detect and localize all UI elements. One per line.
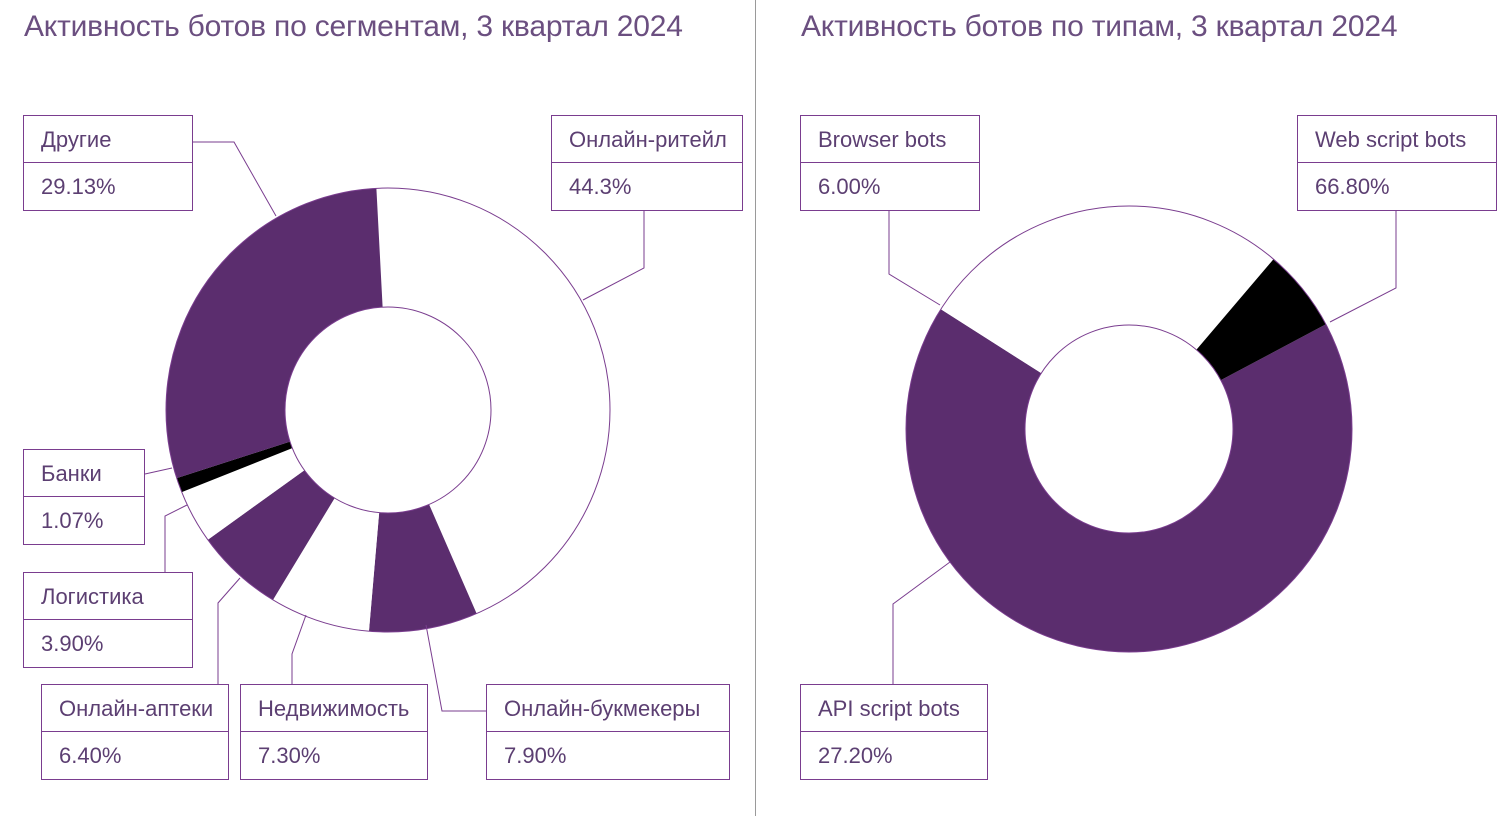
donut-inner-ring [284, 306, 492, 514]
leader-line [1329, 210, 1397, 323]
donut-slice [166, 188, 383, 479]
donut-outer-ring [165, 187, 611, 633]
slice-label-box: Логистика 3.90% [23, 572, 193, 668]
donut-slice [376, 188, 610, 614]
slice-value-label: 1.07% [41, 508, 104, 533]
leader-line [217, 577, 241, 684]
donut-outer-ring [905, 205, 1353, 653]
slice-name-label: Онлайн-аптеки [42, 685, 228, 732]
slice-value-label: 3.90% [41, 631, 104, 656]
slice-label-box: Онлайн-аптеки 6.40% [41, 684, 229, 780]
leader-line [144, 467, 173, 475]
slice-label-box: Онлайн-ритейл 44.3% [551, 115, 743, 211]
leader-line [164, 504, 188, 572]
leader-line [888, 210, 941, 306]
slice-name-label: Банки [24, 450, 144, 497]
slice-name-label: Browser bots [801, 116, 979, 163]
leader-line [193, 141, 277, 217]
slice-label-box: Банки 1.07% [23, 449, 145, 545]
slice-name-label: Недвижимость [241, 685, 427, 732]
donut-slice [272, 498, 380, 632]
slice-name-label: Другие [24, 116, 192, 163]
slice-value-label: 7.30% [258, 743, 321, 768]
slice-value-label: 44.3% [569, 174, 632, 199]
donut-slice [181, 448, 305, 540]
slice-label-box: Другие 29.13% [23, 115, 193, 211]
slice-label-box: Недвижимость 7.30% [240, 684, 428, 780]
slice-value-label: 7.90% [504, 743, 567, 768]
donut-slice [176, 441, 293, 493]
slice-value-label: 66.80% [1315, 174, 1390, 199]
slice-label-box: Browser bots 6.00% [800, 115, 980, 211]
donut-slice [940, 205, 1274, 374]
slice-label-box: API script bots 27.20% [800, 684, 988, 780]
left-chart-title: Активность ботов по сегментам, 3 квартал… [24, 10, 683, 43]
slice-label-box: Онлайн-букмекеры 7.90% [486, 684, 730, 780]
slice-value-label: 27.20% [818, 743, 893, 768]
slice-name-label: Онлайн-букмекеры [487, 685, 729, 732]
donut-inner-ring [1024, 324, 1234, 534]
slice-value-label: 6.40% [59, 743, 122, 768]
leader-line [425, 624, 486, 712]
slice-name-label: Логистика [24, 573, 192, 620]
leader-line [291, 614, 307, 684]
slice-label-box: Web script bots 66.80% [1297, 115, 1497, 211]
slice-value-label: 6.00% [818, 174, 881, 199]
leader-line [582, 210, 645, 301]
leader-line [892, 561, 951, 684]
donut-slice [1196, 259, 1326, 381]
slice-name-label: Онлайн-ритейл [552, 116, 742, 163]
slice-name-label: Web script bots [1298, 116, 1496, 163]
slice-name-label: API script bots [801, 685, 987, 732]
donut-slice [906, 309, 1353, 652]
donut-slice [368, 504, 477, 633]
right-chart-title: Активность ботов по типам, 3 квартал 202… [801, 10, 1398, 43]
chart-divider [755, 0, 756, 816]
slice-value-label: 29.13% [41, 174, 116, 199]
donut-slice [207, 470, 335, 600]
